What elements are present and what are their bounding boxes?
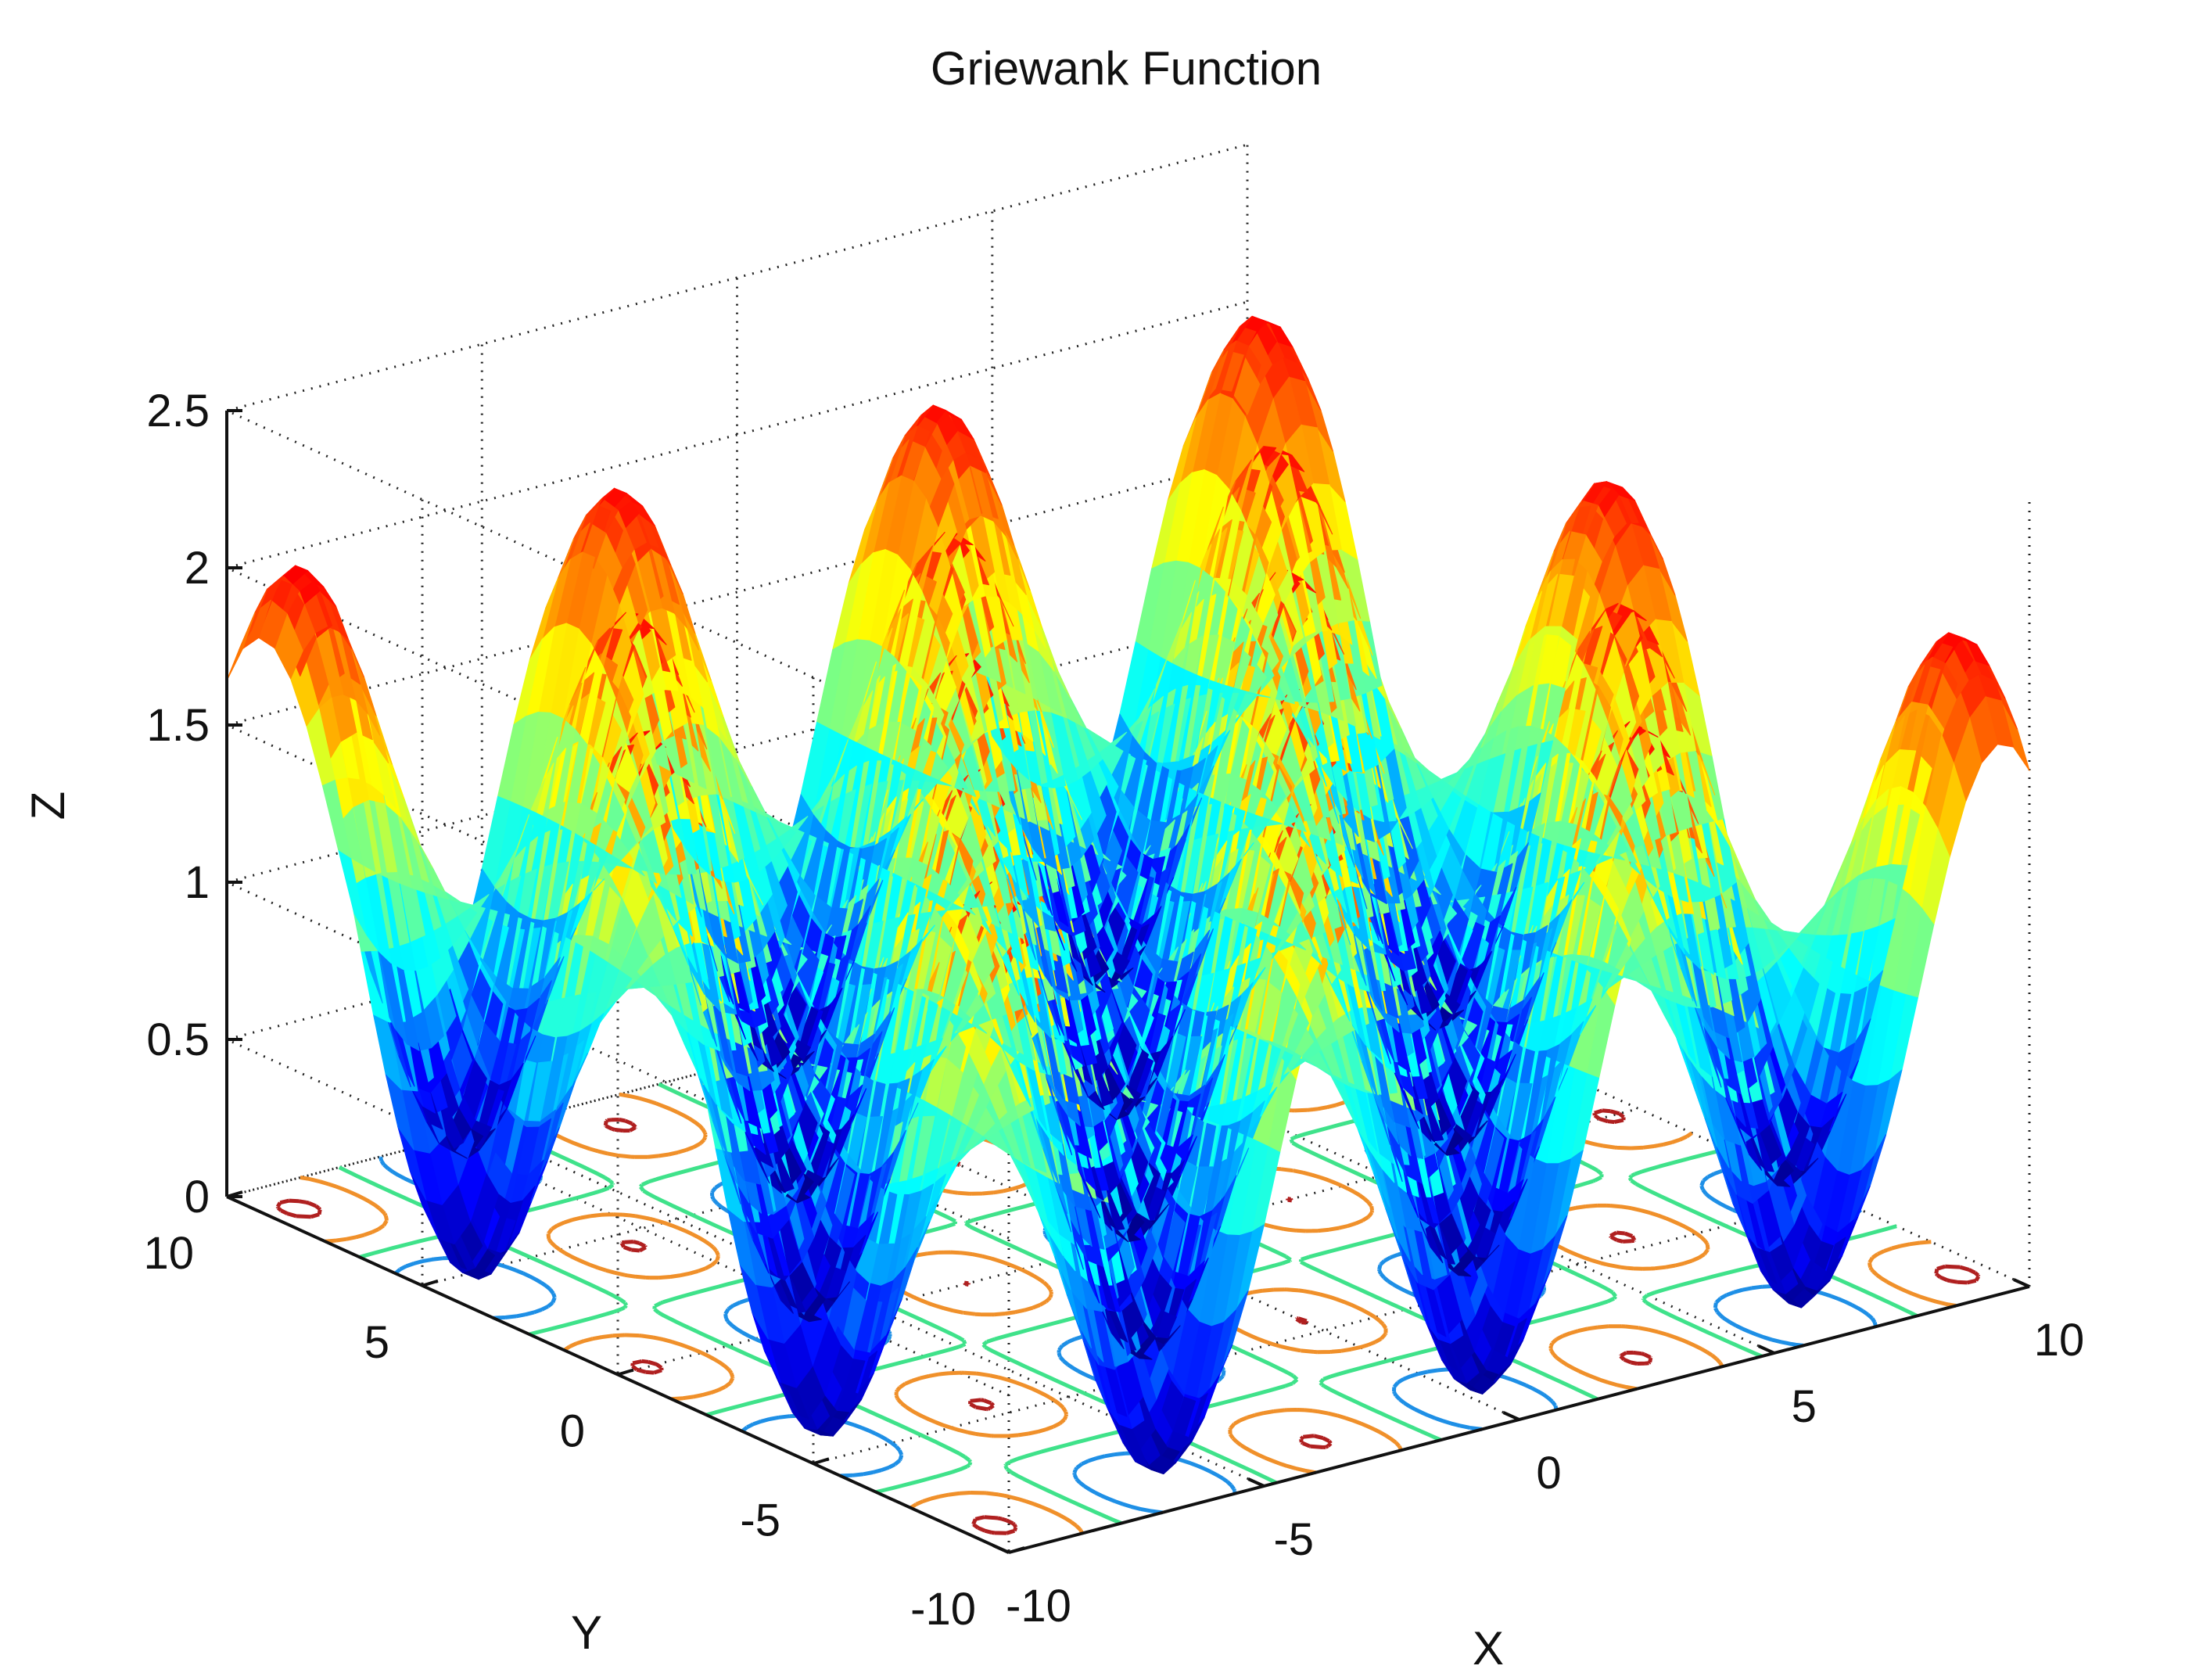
x-axis-label: X (1473, 1622, 1504, 1675)
y-tick-label: 5 (364, 1317, 389, 1368)
x-tick-label: 0 (1536, 1448, 1561, 1499)
x-tick-mark (1757, 1344, 1775, 1355)
grid-line-z (223, 143, 1248, 768)
x-tick-mark (992, 1544, 1010, 1554)
x-tick-mark (1502, 1411, 1520, 1421)
z-axis-label: Z (22, 792, 74, 820)
z-tick-label: 2 (185, 543, 210, 594)
grid-line-y (616, 588, 1639, 1377)
z-tick-label: 1.5 (146, 700, 210, 751)
y-tick-label: 10 (143, 1228, 194, 1279)
z-tick-label: 0 (185, 1172, 210, 1222)
y-tick-mark (422, 1279, 439, 1287)
x-tick-label: -10 (1006, 1581, 1071, 1632)
z-tick-label: 2.5 (146, 386, 210, 436)
x-tick-mark (2013, 1278, 2030, 1288)
y-tick-label: 0 (560, 1406, 585, 1457)
z-tick-label: 0.5 (146, 1014, 210, 1065)
y-tick-mark (813, 1457, 830, 1466)
x-tick-label: -5 (1273, 1514, 1314, 1565)
y-tick-mark (617, 1368, 634, 1377)
y-axis-label: Y (571, 1606, 602, 1659)
surface-mesh (226, 315, 2030, 1475)
y-tick-label: -5 (740, 1495, 780, 1545)
surface-face (226, 612, 256, 681)
x-tick-mark (1247, 1477, 1265, 1488)
z-tick-label: 1 (185, 857, 210, 908)
y-tick-label: -10 (910, 1584, 976, 1635)
x-tick-label: 10 (2034, 1315, 2085, 1366)
chart-title: Griewank Function (931, 42, 1322, 95)
x-tick-label: 5 (1792, 1381, 1817, 1432)
